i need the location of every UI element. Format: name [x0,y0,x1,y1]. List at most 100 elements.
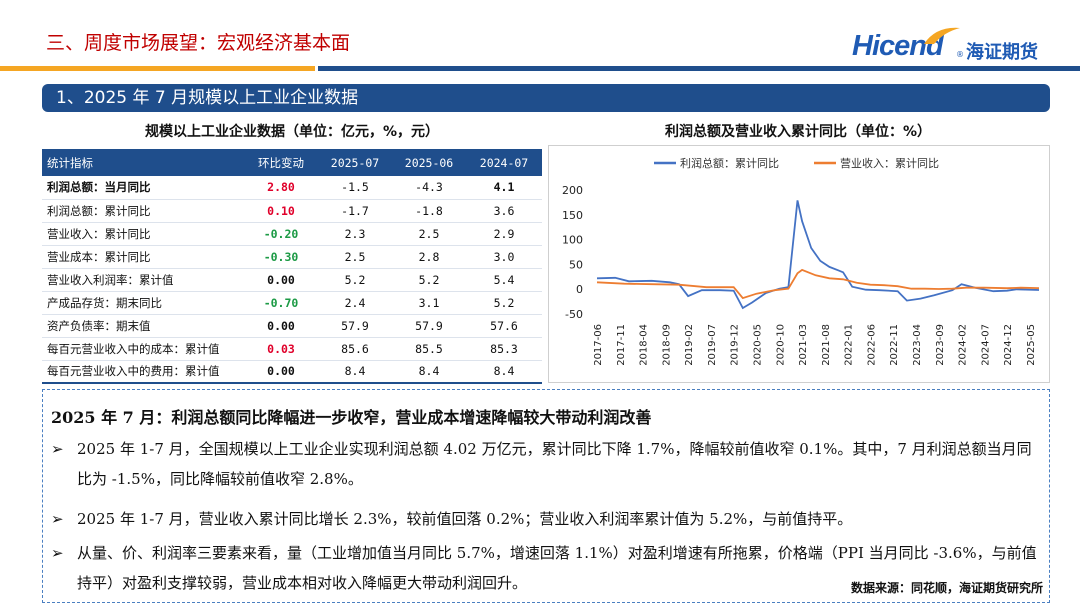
series-line [596,200,1040,310]
x-tick-label: 2018-04 [639,324,650,366]
bullet-1: ➢ 2025 年 1-7 月，全国规模以上工业企业实现利润总额 4.02 万亿元… [51,434,1041,494]
change-value: 0.10 [244,199,318,223]
row-label: 营业成本：累计同比 [42,245,244,269]
y-tick-label: -50 [565,308,583,321]
table-row: 营业成本：累计同比 -0.30 2.5 2.8 3.0 [42,245,542,269]
y-tick-label: 200 [562,184,583,197]
table-row: 营业收入：累计同比 -0.20 2.3 2.5 2.9 [42,222,542,246]
cell-value: 2.9 [466,222,542,246]
page-title: 三、周度市场展望：宏观经济基本面 [46,32,351,54]
row-label: 利润总额：当月同比 [42,176,244,200]
table-row: 资产负债率：期末值 0.00 57.9 57.9 57.6 [42,314,542,338]
bullet-arrow-icon: ➢ [51,510,64,528]
header-2024-07: 2024-07 [466,149,542,176]
row-label: 利润总额：累计同比 [42,199,244,223]
cell-value: 3.1 [392,291,466,315]
x-tick-label: 2019-02 [684,324,695,366]
header-indicator: 统计指标 [42,149,244,176]
row-label: 营业收入利润率：累计值 [42,268,244,292]
x-tick-label: 2019-07 [707,324,718,366]
legend-label: 利润总额：累计同比 [680,156,779,170]
table-row: 利润总额：累计同比 0.10 -1.7 -1.8 3.6 [42,199,542,223]
cell-value: 85.5 [392,337,466,361]
cell-value: 85.6 [318,337,392,361]
bullet-arrow-icon: ➢ [51,440,64,458]
x-tick-label: 2024-12 [1003,324,1014,366]
registered-mark: ® [956,50,964,59]
cell-value: -1.7 [318,199,392,223]
chart-title: 利润总额及营业收入累计同比（单位：%） [664,124,932,140]
change-value: 0.00 [244,314,318,338]
table-row: 产成品存货：期末同比 -0.70 2.4 3.1 5.2 [42,291,542,315]
table-row: 利润总额：当月同比 2.80 -1.5 -4.3 4.1 [42,176,542,200]
logo-chinese-name: 海证期货 [966,42,1038,63]
change-value: 0.03 [244,337,318,361]
cell-value: 5.2 [318,268,392,292]
cell-value: 4.1 [466,176,542,200]
change-value: 0.00 [244,268,318,292]
cell-value: -1.8 [392,199,466,223]
x-tick-label: 2023-09 [935,324,946,366]
cell-value: -1.5 [318,176,392,200]
header-change: 环比变动 [244,149,318,176]
table-header-row: 统计指标 环比变动 2025-07 2025-06 2024-07 [42,149,542,176]
x-tick-label: 2017-11 [616,324,627,366]
cell-value: 5.2 [466,291,542,315]
table-row: 营业收入利润率：累计值 0.00 5.2 5.2 5.4 [42,268,542,292]
cell-value: 8.4 [466,360,542,384]
cell-value: 3.0 [466,245,542,269]
bullet-3: ➢ 从量、价、利润率三要素来看，量（工业增加值当月同比 5.7%，增速回落 1.… [51,538,1041,598]
cell-value: 5.4 [466,268,542,292]
x-tick-label: 2020-10 [775,324,786,366]
change-value: 2.80 [244,176,318,200]
row-label: 资产负债率：期末值 [42,314,244,338]
header-stripe-blue [318,66,1080,71]
x-tick-label: 2024-07 [980,324,991,366]
table-row: 每百元营业收入中的费用：累计值 0.00 8.4 8.4 8.4 [42,360,542,384]
industrial-data-table: 统计指标 环比变动 2025-07 2025-06 2024-07 利润总额：当… [42,149,542,384]
table-body: 利润总额：当月同比 2.80 -1.5 -4.3 4.1 利润总额：累计同比 0.10 -1.… [42,176,542,384]
row-label: 每百元营业收入中的费用：累计值 [42,360,244,384]
x-tick-label: 2025-05 [1026,324,1037,366]
series-line [596,268,1040,300]
cell-value: 2.3 [318,222,392,246]
cell-value: 3.6 [466,199,542,223]
change-value: -0.20 [244,222,318,246]
x-tick-label: 2024-02 [958,324,969,366]
x-tick-label: 2021-08 [821,324,832,366]
bullet-text: 2025 年 1-7 月，营业收入累计同比增长 2.3%，较前值回落 0.2%；… [77,510,853,528]
y-tick-label: 50 [569,258,583,271]
cell-value: 2.8 [392,245,466,269]
bullet-2: ➢ 2025 年 1-7 月，营业收入累计同比增长 2.3%，较前值回落 0.2… [51,504,1041,534]
section-title: 1、2025 年 7 月规模以上工业企业数据 [42,84,1050,112]
row-label: 产成品存货：期末同比 [42,291,244,315]
cell-value: 85.3 [466,337,542,361]
chart-frame: 利润总额：累计同比 营业收入：累计同比 -50 0 50 100 150 200 2017-06… [548,145,1050,383]
cell-value: 2.5 [318,245,392,269]
data-source: 数据来源：同花顺，海证期货研究所 [850,581,1043,595]
y-tick-label: 150 [562,209,583,222]
table-title: 规模以上工业企业数据（单位：亿元，%，元） [144,124,440,140]
y-tick-label: 0 [576,283,583,296]
x-tick-label: 2021-03 [798,324,809,366]
company-logo: Hicend ® 海证期货 [852,24,1052,64]
cell-value: 57.9 [392,314,466,338]
x-tick-label: 2022-06 [866,324,877,366]
bullet-text: 从量、价、利润率三要素来看，量（工业增加值当月同比 5.7%，增速回落 1.1%… [77,544,1037,592]
summary-heading: 2025 年 7 月：利润总额同比降幅进一步收窄，营业成本增速降幅较大带动利润改… [51,408,652,427]
y-tick-label: 100 [562,234,583,247]
header-2025-07: 2025-07 [318,149,392,176]
cell-value: 8.4 [318,360,392,384]
change-value: -0.30 [244,245,318,269]
cell-value: 2.5 [392,222,466,246]
logo-wordmark: Hicend [852,30,944,62]
change-value: -0.70 [244,291,318,315]
x-tick-label: 2022-11 [889,324,900,366]
bullet-text: 2025 年 1-7 月，全国规模以上工业企业实现利润总额 4.02 万亿元，累… [77,440,1032,488]
x-tick-label: 2020-05 [752,324,763,366]
x-tick-label: 2022-01 [844,324,855,366]
bullet-arrow-icon: ➢ [51,544,64,562]
cell-value: 5.2 [392,268,466,292]
logo-swoosh-icon [924,27,960,44]
legend-label: 营业收入：累计同比 [840,156,939,170]
